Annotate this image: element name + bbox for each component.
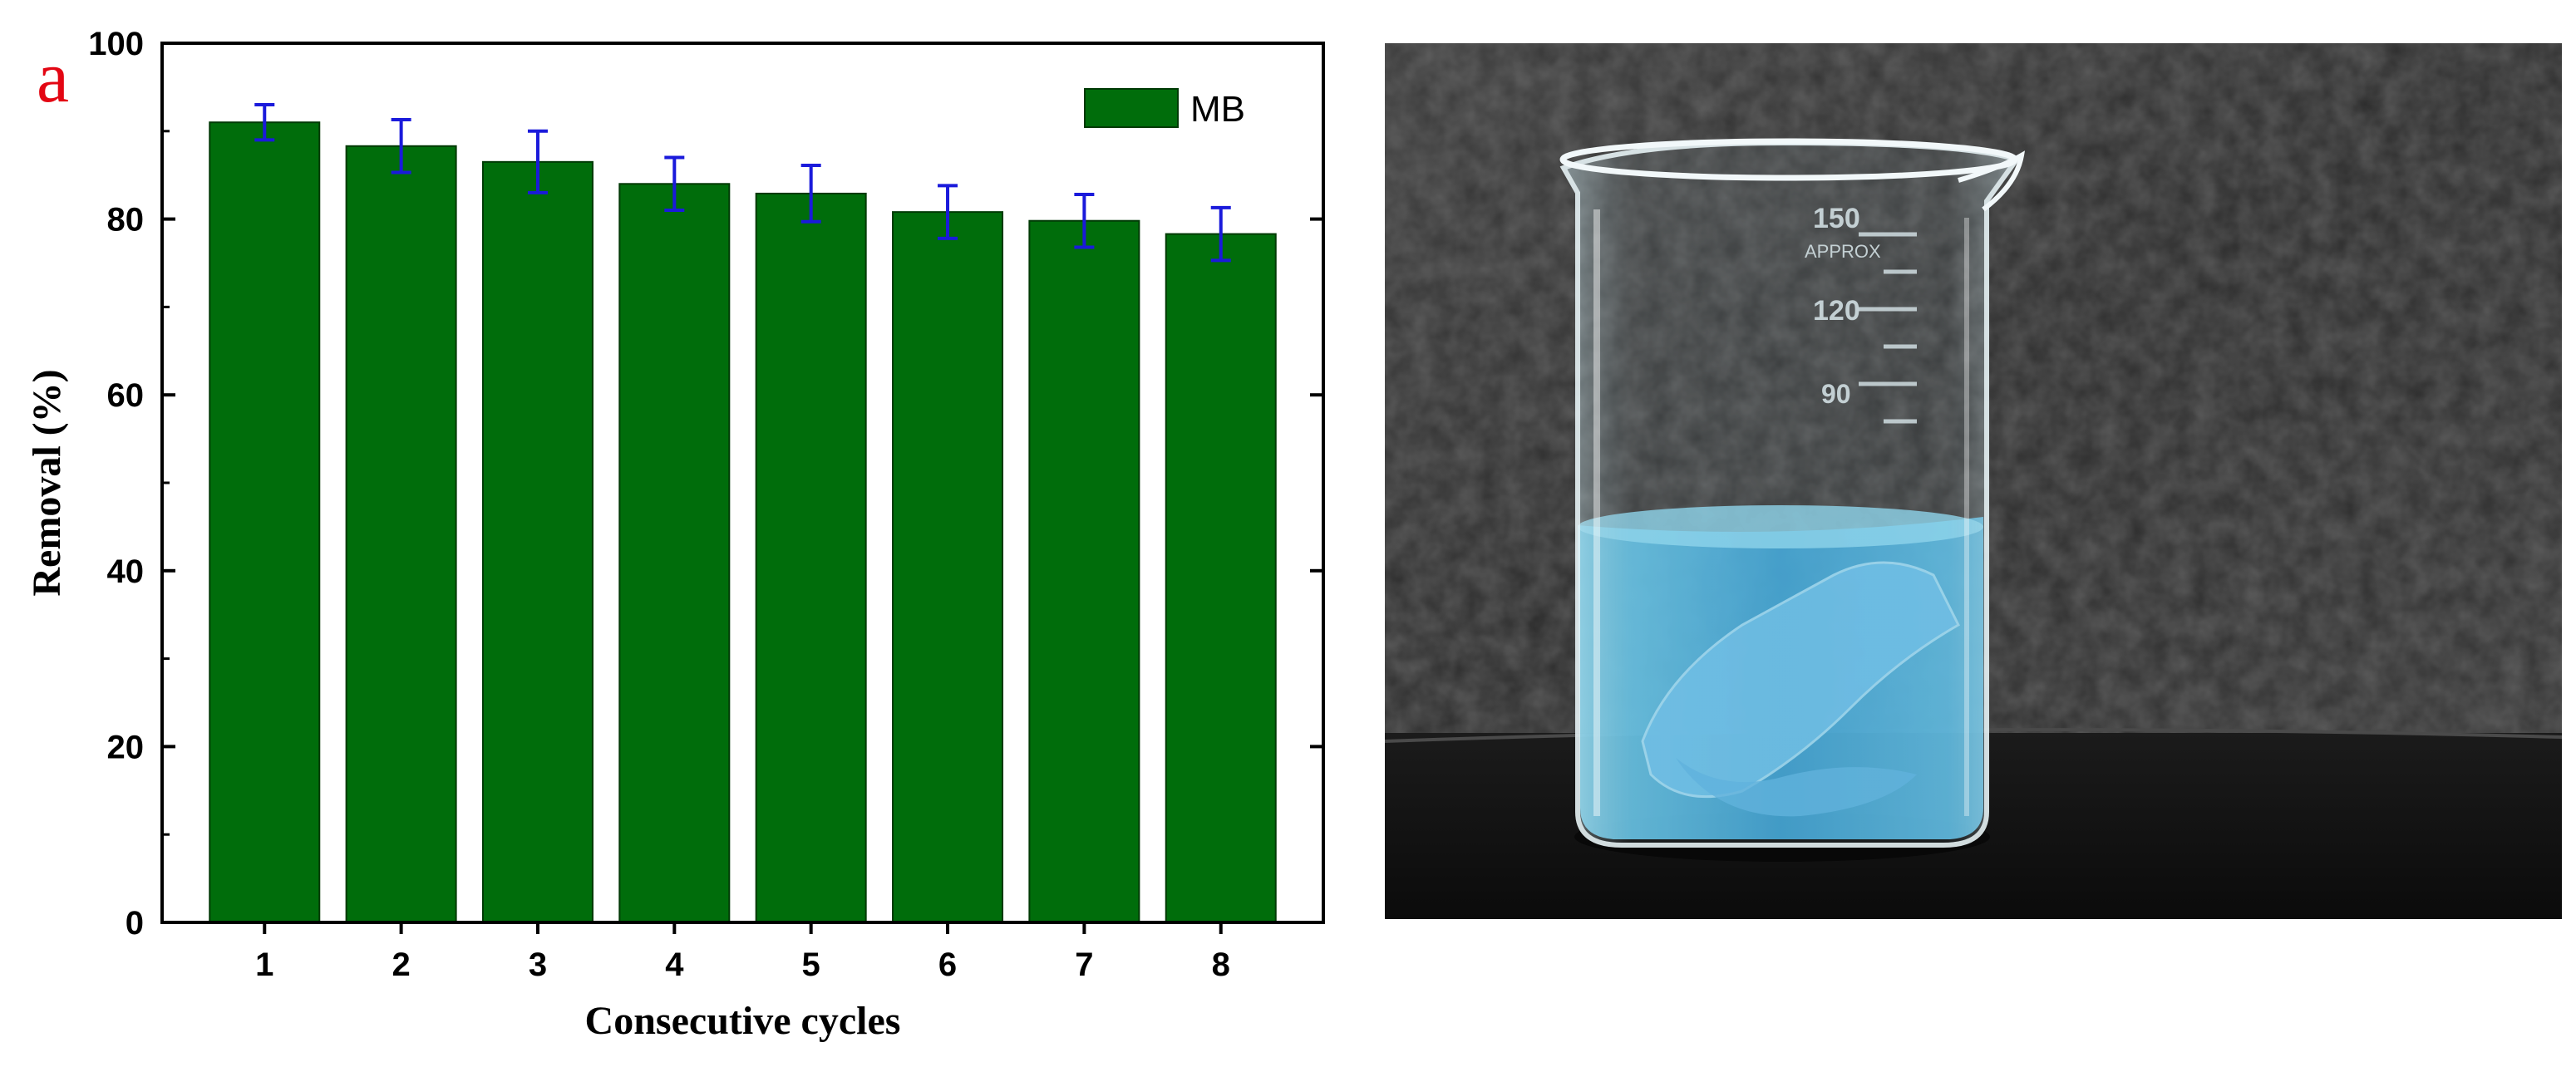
x-tick-label: 3 [529,947,547,983]
bar [1028,219,1140,923]
y-tick-label: 60 [107,377,145,414]
bar [209,121,321,924]
bar [755,192,867,923]
x-tick-label: 2 [392,947,410,983]
beaker: 150 APPROX 120 90 [1559,138,2026,862]
x-tick-label: 8 [1212,947,1230,983]
bar [481,160,594,923]
bar [345,145,457,923]
beaker-marking-120: 120 [1813,295,1860,327]
legend-swatch [1084,88,1179,128]
panel-label-a: a [37,37,70,118]
plot-frame [160,42,1325,924]
bar-chart: 0 20 40 60 80 100 1 2 3 4 5 6 7 8 Consecutive cycles Re… [25,26,1325,1043]
x-tick-label: 7 [1075,947,1093,983]
x-tick-label: 4 [665,947,684,983]
x-tick-label: 1 [255,947,273,983]
bar [1165,233,1277,923]
beaker-marking-150: 150 [1813,203,1860,234]
legend-label: MB [1190,89,1245,130]
beaker-glass [1559,140,2021,848]
graduation-marks [1859,232,1917,424]
beaker-marking-approx: APPROX [1805,241,1881,262]
y-tick-label: 80 [107,202,145,238]
y-axis-title: Removal (%) [25,369,69,596]
x-axis-title: Consecutive cycles [585,999,901,1043]
bar [618,183,731,923]
beaker-spout [1958,150,2026,212]
y-tick-label: 100 [88,26,144,62]
y-tick-label: 40 [107,553,145,590]
y-tick-label: 0 [126,905,144,942]
y-tick-label: 20 [107,729,145,765]
beaker-marking-90: 90 [1821,379,1851,409]
x-tick-label: 5 [802,947,820,983]
x-tick-label: 6 [938,947,957,983]
beaker-photo: 150 APPROX 120 90 [1385,43,2562,919]
bar [892,211,1004,924]
